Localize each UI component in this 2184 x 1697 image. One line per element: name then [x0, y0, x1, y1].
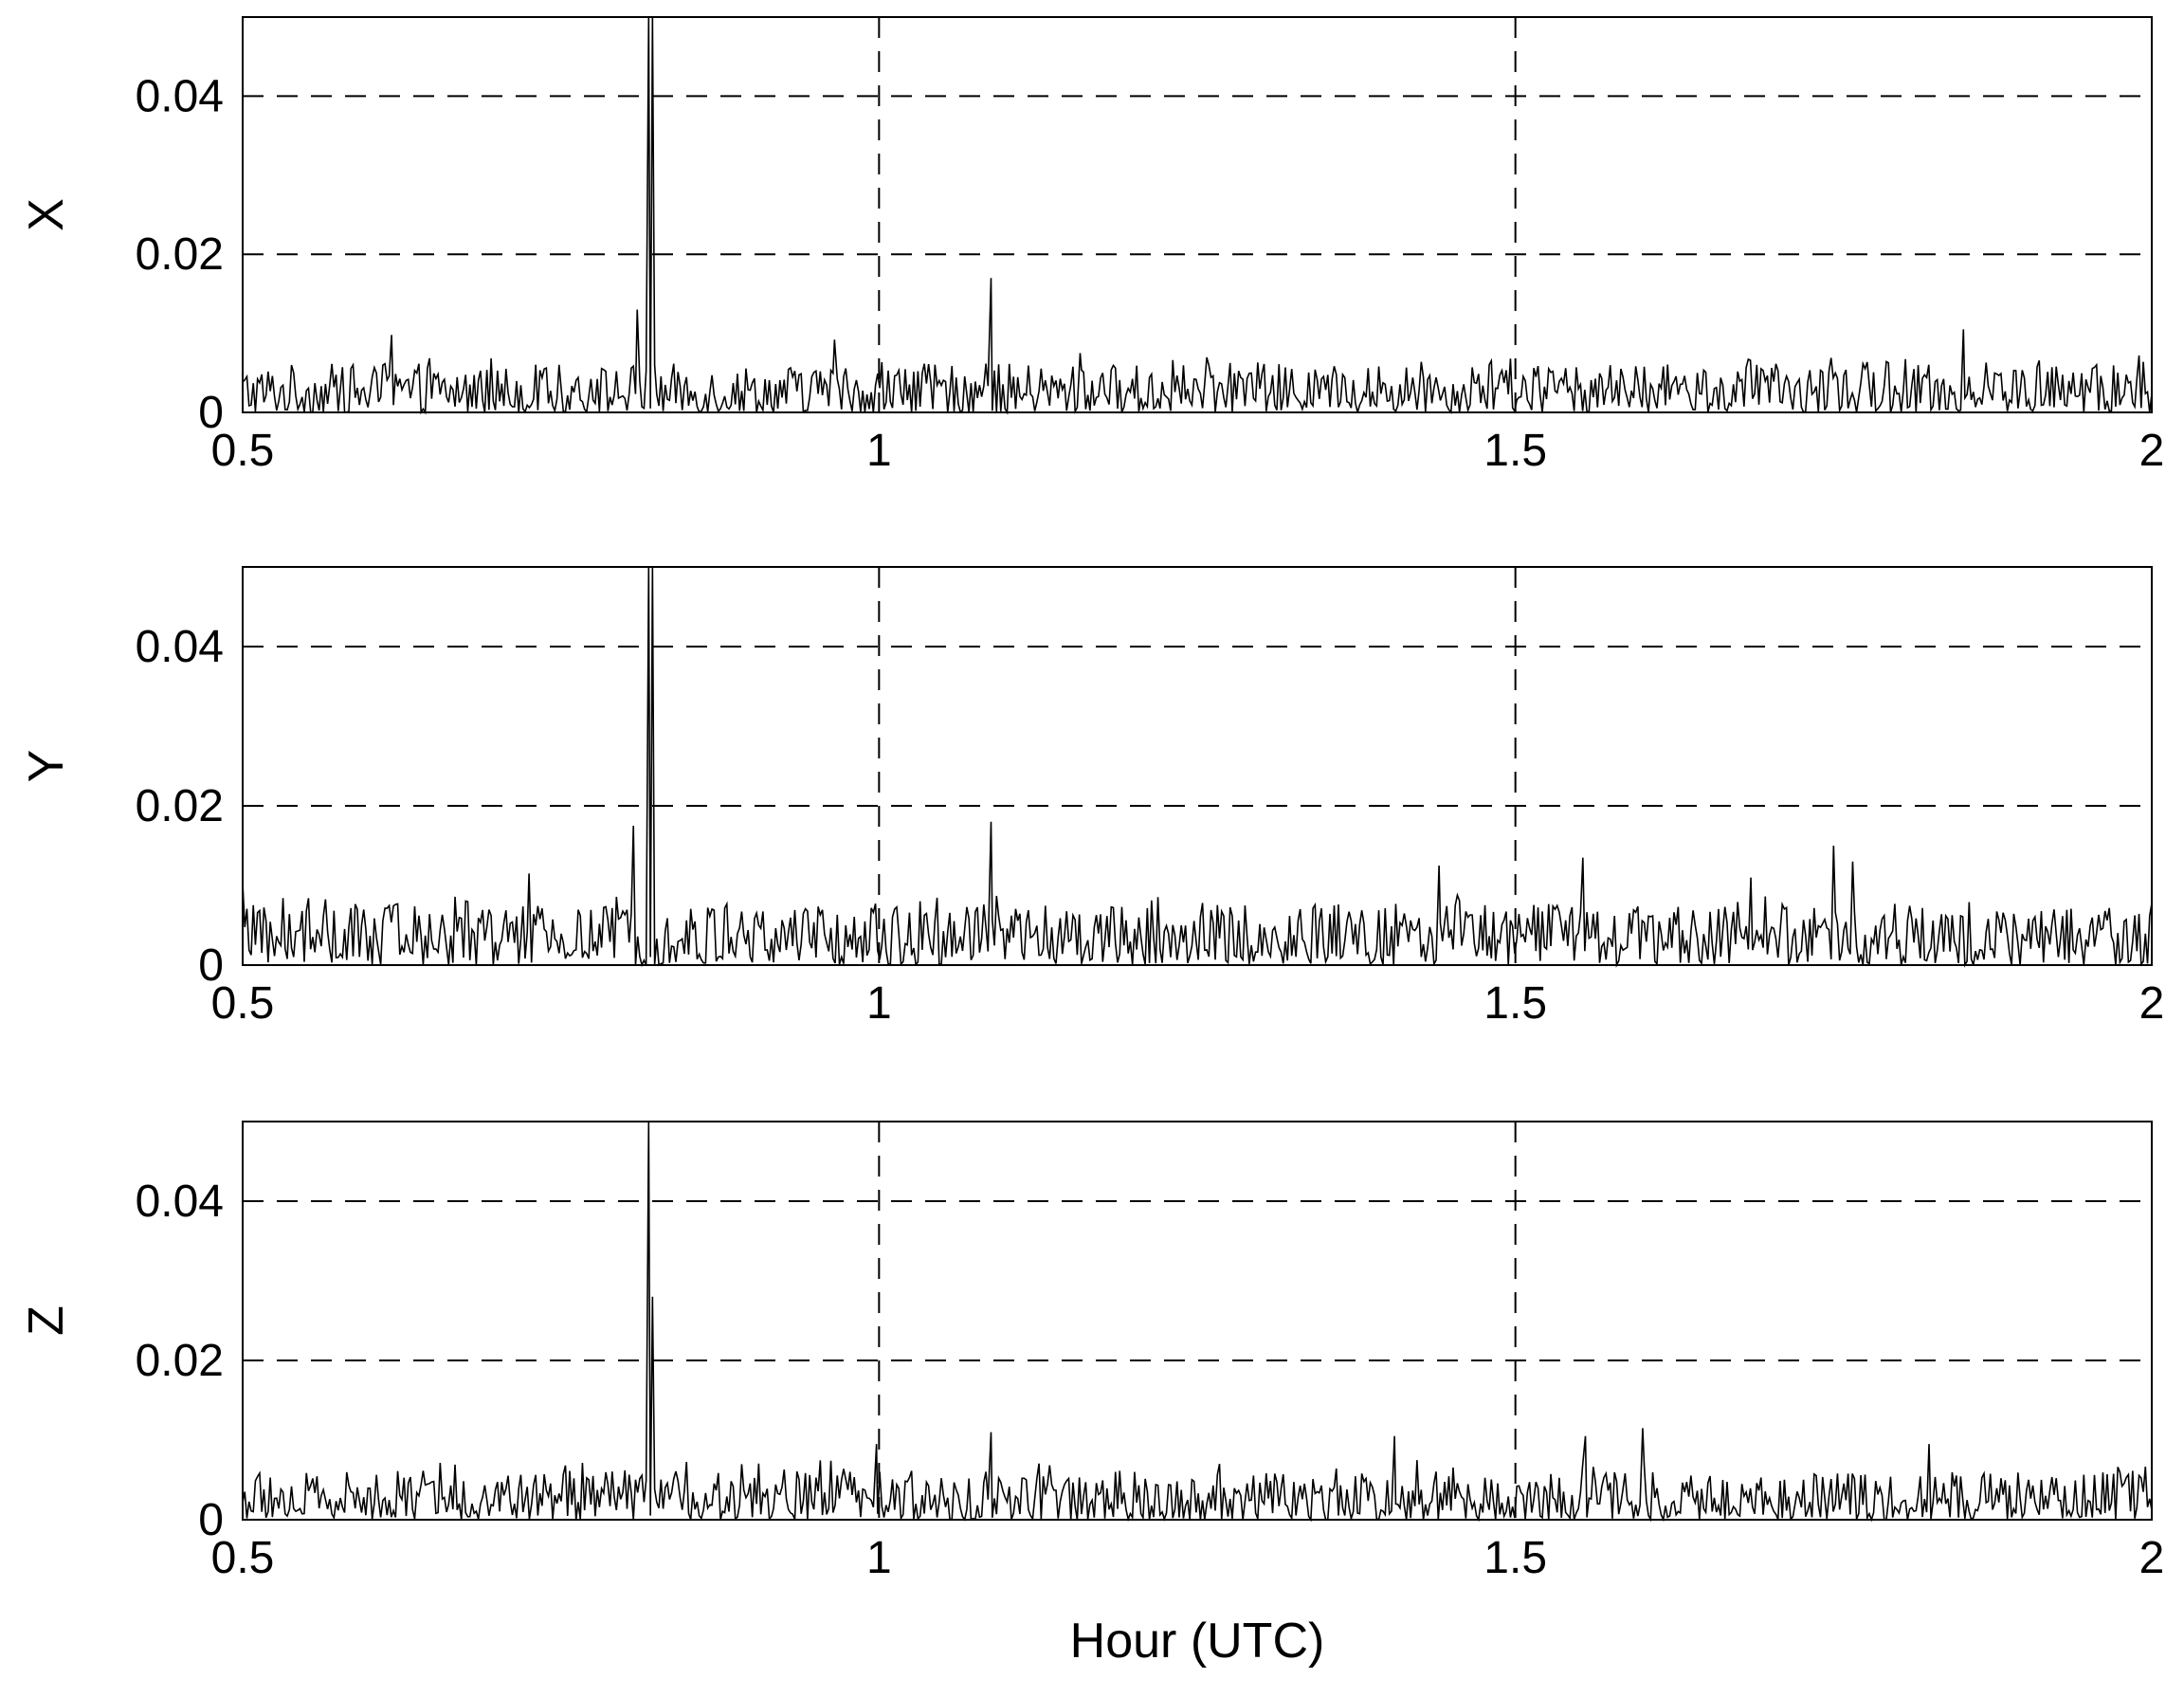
- panel-z: 0.5 1 1.5 2 0 0.02 0.04 Z: [19, 1121, 2165, 1583]
- x-tick-label: 1: [866, 978, 892, 1029]
- x-tick-label: 1.5: [1483, 426, 1547, 476]
- x-tick-label: 1.5: [1483, 978, 1547, 1029]
- y-tick-label: 0.02: [136, 229, 224, 280]
- panels: 0.5 1 1.5 2 0 0.02 0.04 X 0.5 1 1.5 2 0 0.02 0.04 Y 0.5 1…: [19, 16, 2165, 1583]
- x-tick-label: 0.5: [211, 978, 275, 1029]
- y-tick-label: 0.02: [136, 781, 224, 831]
- series-line-y: [242, 566, 2153, 968]
- y-tick-label: 0.04: [136, 71, 224, 121]
- x-axis-label: Hour (UTC): [1070, 1614, 1325, 1669]
- x-tick-label: 2: [2139, 978, 2165, 1029]
- plot-frame: [242, 566, 2153, 966]
- x-tick-label: 1: [866, 1533, 892, 1583]
- x-tick-label: 1: [866, 426, 892, 476]
- x-tick-label: 1.5: [1483, 1533, 1547, 1583]
- x-tick-label: 2: [2139, 426, 2165, 476]
- y-tick-label: 0.04: [136, 622, 224, 672]
- plot-frame: [242, 1121, 2153, 1521]
- y-tick-label: 0: [198, 1495, 224, 1545]
- y-tick-label: 0: [198, 388, 224, 438]
- series-line-z: [242, 1121, 2153, 1523]
- panel-y: 0.5 1 1.5 2 0 0.02 0.04 Y: [19, 566, 2165, 1029]
- x-tick-label: 0.5: [211, 426, 275, 476]
- y-tick-label: 0.04: [136, 1177, 224, 1227]
- panel-x: 0.5 1 1.5 2 0 0.02 0.04 X: [19, 16, 2165, 476]
- y-axis-label: Z: [19, 1305, 74, 1336]
- x-tick-label: 2: [2139, 1533, 2165, 1583]
- y-axis-label: X: [19, 198, 74, 231]
- x-tick-label: 0.5: [211, 1533, 275, 1583]
- series-line-x: [242, 16, 2153, 415]
- plot-frame: [242, 16, 2153, 413]
- y-axis-label: Y: [19, 750, 74, 783]
- y-tick-label: 0: [198, 940, 224, 991]
- y-tick-label: 0.02: [136, 1336, 224, 1386]
